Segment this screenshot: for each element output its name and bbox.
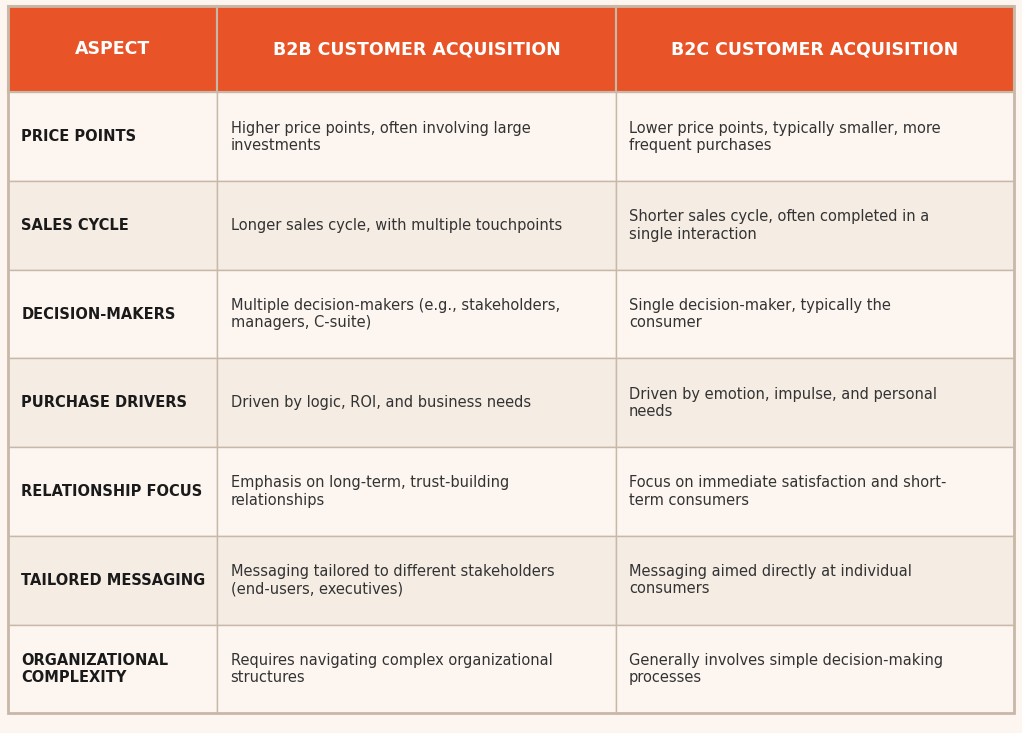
Bar — [615, 270, 1014, 358]
Bar — [8, 625, 218, 713]
Text: Requires navigating complex organizational
structures: Requires navigating complex organization… — [231, 652, 552, 685]
Bar — [8, 447, 218, 536]
Bar — [218, 181, 615, 270]
Bar — [615, 536, 1014, 625]
Text: Shorter sales cycle, often completed in a
single interaction: Shorter sales cycle, often completed in … — [629, 209, 929, 242]
Bar — [218, 536, 615, 625]
Text: Longer sales cycle, with multiple touchpoints: Longer sales cycle, with multiple touchp… — [231, 218, 562, 233]
Text: Messaging tailored to different stakeholders
(end-users, executives): Messaging tailored to different stakehol… — [231, 564, 554, 597]
Text: ORGANIZATIONAL
COMPLEXITY: ORGANIZATIONAL COMPLEXITY — [21, 652, 169, 685]
Text: B2C CUSTOMER ACQUISITION: B2C CUSTOMER ACQUISITION — [671, 40, 959, 58]
Bar — [218, 358, 615, 447]
Text: SALES CYCLE: SALES CYCLE — [21, 218, 129, 233]
Bar — [8, 92, 218, 181]
Text: ASPECT: ASPECT — [76, 40, 150, 58]
Bar — [615, 92, 1014, 181]
Bar — [8, 536, 218, 625]
Bar — [615, 358, 1014, 447]
Bar — [8, 181, 218, 270]
Bar — [218, 270, 615, 358]
Text: Higher price points, often involving large
investments: Higher price points, often involving lar… — [231, 120, 530, 153]
Text: Messaging aimed directly at individual
consumers: Messaging aimed directly at individual c… — [629, 564, 912, 597]
Text: Lower price points, typically smaller, more
frequent purchases: Lower price points, typically smaller, m… — [629, 120, 940, 153]
Bar — [615, 6, 1014, 92]
Text: B2B CUSTOMER ACQUISITION: B2B CUSTOMER ACQUISITION — [273, 40, 560, 58]
Bar — [8, 358, 218, 447]
Bar — [8, 6, 218, 92]
Bar — [218, 447, 615, 536]
Text: Generally involves simple decision-making
processes: Generally involves simple decision-makin… — [629, 652, 943, 685]
Text: TAILORED MESSAGING: TAILORED MESSAGING — [21, 572, 205, 588]
Text: DECISION-MAKERS: DECISION-MAKERS — [21, 306, 176, 322]
Bar — [615, 625, 1014, 713]
Bar — [615, 181, 1014, 270]
Text: Emphasis on long-term, trust-building
relationships: Emphasis on long-term, trust-building re… — [231, 475, 509, 508]
Bar — [218, 625, 615, 713]
Text: Driven by emotion, impulse, and personal
needs: Driven by emotion, impulse, and personal… — [629, 386, 937, 419]
Text: PURCHASE DRIVERS: PURCHASE DRIVERS — [21, 395, 187, 410]
Text: Multiple decision-makers (e.g., stakeholders,
managers, C-suite): Multiple decision-makers (e.g., stakehol… — [231, 298, 560, 331]
Bar — [218, 92, 615, 181]
Bar — [615, 447, 1014, 536]
Text: Single decision-maker, typically the
consumer: Single decision-maker, typically the con… — [629, 298, 891, 331]
Text: PRICE POINTS: PRICE POINTS — [21, 129, 137, 144]
Text: Driven by logic, ROI, and business needs: Driven by logic, ROI, and business needs — [231, 395, 530, 410]
Bar — [8, 270, 218, 358]
Text: RELATIONSHIP FOCUS: RELATIONSHIP FOCUS — [21, 484, 202, 499]
Bar — [218, 6, 615, 92]
Text: Focus on immediate satisfaction and short-
term consumers: Focus on immediate satisfaction and shor… — [629, 475, 946, 508]
